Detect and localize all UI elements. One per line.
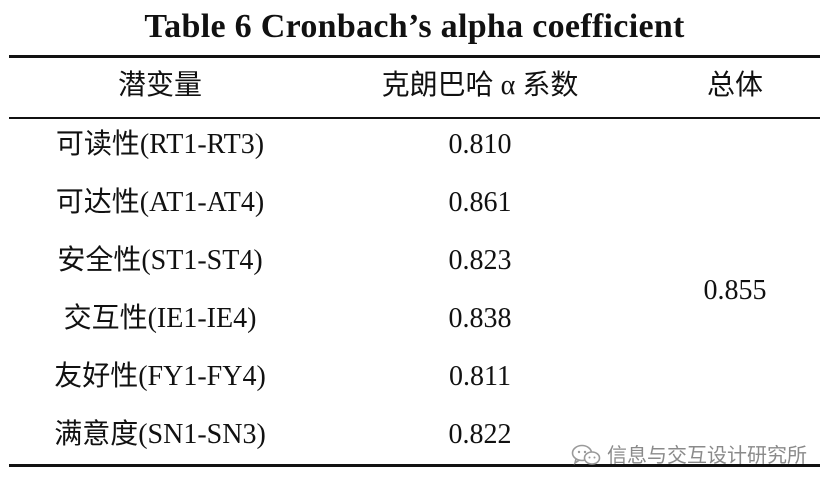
variable-name: 友好性(FY1-FY4) <box>54 361 266 392</box>
overall-alpha-value: 0.855 <box>703 275 767 306</box>
table-row: 友好性(FY1-FY4) 0.811 <box>0 348 829 406</box>
alpha-value: 0.838 <box>448 303 512 334</box>
variable-name: 安全性(ST1-ST4) <box>57 245 263 276</box>
header-variable: 潜变量 <box>117 70 202 101</box>
variable-name: 满意度(SN1-SN3) <box>54 419 266 450</box>
table-row: 可达性(AT1-AT4) 0.861 <box>0 174 829 232</box>
table-title: Table 6 Cronbach’s alpha coefficient <box>144 8 685 45</box>
variable-name: 交互性(IE1-IE4) <box>63 303 257 334</box>
header-alpha: 克朗巴哈 α 系数 <box>381 70 579 101</box>
header-overall: 总体 <box>706 70 763 101</box>
table-row: 满意度(SN1-SN3) 0.822 <box>0 406 829 464</box>
table-row: 安全性(ST1-ST4) 0.823 <box>0 232 829 290</box>
watermark: 信息与交互设计研究所 <box>571 440 807 470</box>
alpha-value: 0.822 <box>448 419 512 450</box>
table-top-rule <box>9 55 820 58</box>
table-header-rule <box>9 117 820 119</box>
table-row: 交互性(IE1-IE4) 0.838 <box>0 290 829 348</box>
alpha-value: 0.823 <box>448 245 512 276</box>
table-row: 可读性(RT1-RT3) 0.810 <box>0 116 829 174</box>
wechat-icon <box>571 444 601 465</box>
variable-name: 可读性(RT1-RT3) <box>55 129 265 160</box>
alpha-value: 0.810 <box>448 129 512 160</box>
table-bottom-rule <box>9 464 820 467</box>
alpha-value: 0.861 <box>448 187 512 218</box>
alpha-value: 0.811 <box>449 361 511 392</box>
watermark-text: 信息与交互设计研究所 <box>607 443 807 467</box>
variable-name: 可达性(AT1-AT4) <box>55 187 265 218</box>
